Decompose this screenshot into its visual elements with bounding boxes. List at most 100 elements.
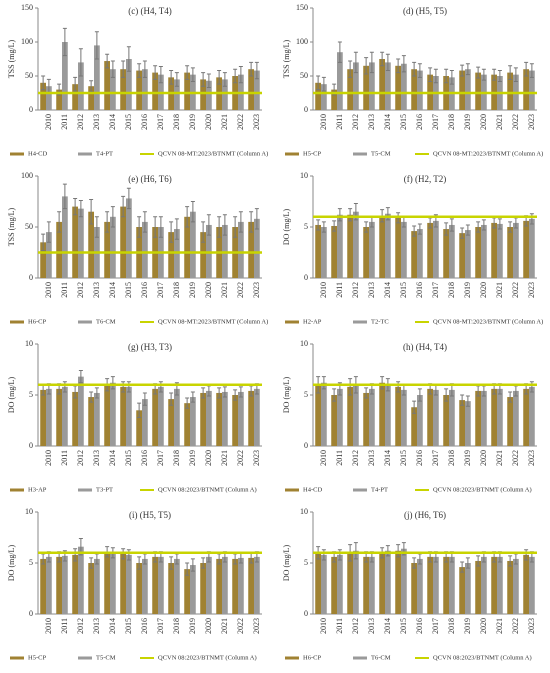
- bar: [465, 563, 471, 614]
- x-tick-label: 2016: [415, 450, 424, 466]
- y-axis-label: DO (mg/L): [282, 377, 291, 414]
- error-bar: [417, 388, 422, 402]
- bar: [232, 395, 238, 446]
- x-tick-label: 2011: [60, 450, 69, 466]
- x-tick-label: 2022: [511, 618, 520, 634]
- bar: [443, 395, 449, 446]
- bar: [401, 63, 407, 110]
- error-bar: [222, 214, 227, 236]
- error-bar: [380, 51, 385, 67]
- error-bar: [78, 48, 83, 77]
- error-bar: [412, 225, 417, 237]
- x-tick-label: 2014: [383, 618, 392, 634]
- error-bar: [233, 216, 238, 238]
- error-bar: [105, 53, 110, 69]
- error-bar: [460, 394, 465, 406]
- error-bar: [412, 61, 417, 77]
- x-tick-label: 2015: [399, 450, 408, 466]
- bar: [136, 410, 142, 446]
- error-bar: [94, 216, 99, 238]
- x-tick-label: 2015: [124, 114, 133, 130]
- x-tick-label: 2018: [172, 618, 181, 634]
- y-tick-label: 50: [300, 71, 308, 80]
- bar: [433, 389, 439, 446]
- x-tick-label: 2014: [383, 282, 392, 298]
- x-tick-label: 2012: [351, 450, 360, 466]
- bar: [206, 390, 212, 446]
- bar: [459, 400, 465, 446]
- y-tick-label: 5: [29, 390, 33, 399]
- x-tick-label: 2020: [479, 618, 488, 634]
- x-tick-label: 2023: [252, 618, 261, 634]
- x-tick-label: 2016: [415, 282, 424, 298]
- error-bar: [57, 211, 62, 233]
- bar: [142, 69, 148, 110]
- legend-label: H4-CD: [28, 150, 47, 157]
- error-bar: [529, 381, 534, 393]
- y-axis-label: TSS (mg/L): [7, 207, 16, 246]
- x-tick-label: 2014: [383, 114, 392, 130]
- bar: [337, 388, 343, 446]
- x-tick-label: 2010: [44, 618, 53, 634]
- bar: [72, 391, 78, 446]
- legend-label: H3-AP: [28, 486, 47, 493]
- legend-label: QCVN 08-MT:2023/BTNMT (Column A): [433, 150, 543, 157]
- error-bar: [412, 557, 417, 569]
- error-bar: [513, 67, 518, 82]
- y-axis-label: DO (mg/L): [282, 209, 291, 246]
- bar: [78, 546, 84, 614]
- bar: [168, 399, 174, 446]
- bar: [40, 389, 46, 446]
- bar: [449, 224, 455, 278]
- error-bar: [190, 391, 195, 403]
- bar: [481, 224, 487, 278]
- x-tick-label: 2018: [172, 282, 181, 298]
- bar: [395, 550, 401, 614]
- chart-panel: 0 50 100 TSS (mg/L) (e) (H6, T6) 2010 2011 2012…: [7, 171, 268, 326]
- chart-panel: 0 5 10 DO (mg/L) (f) (H2, T2) 2010 2011 2012 201…: [282, 171, 543, 326]
- error-bar: [126, 46, 131, 72]
- y-axis-label: DO (mg/L): [282, 545, 291, 582]
- x-tick-label: 2017: [431, 618, 440, 634]
- bar: [331, 556, 337, 614]
- legend-label: QCVN 08:2023/BTNMT (Column A): [433, 486, 532, 493]
- x-tick-label: 2015: [399, 114, 408, 130]
- bar: [232, 558, 238, 614]
- chart-panel: 0 5 10 DO (mg/L) (i) (H5, T5) 2010 2011 2012 201…: [7, 507, 262, 661]
- x-tick-label: 2020: [204, 282, 213, 298]
- error-bar: [62, 381, 67, 393]
- error-bar: [217, 387, 222, 399]
- bar: [379, 215, 385, 278]
- x-tick-label: 2022: [511, 114, 520, 130]
- bar: [353, 550, 359, 614]
- bar: [56, 556, 62, 614]
- error-bar: [353, 51, 358, 74]
- error-bar: [105, 211, 110, 233]
- x-tick-label: 2022: [236, 114, 245, 130]
- error-bar: [337, 208, 342, 222]
- error-bar: [476, 66, 481, 79]
- legend-label: QCVN 08-MT:2023/BTNMT (Column A): [158, 150, 268, 157]
- bar: [513, 390, 519, 446]
- error-bar: [401, 55, 406, 73]
- error-bar: [364, 387, 369, 399]
- bar: [136, 563, 142, 614]
- bar: [238, 557, 244, 614]
- error-bar: [385, 53, 390, 72]
- y-tick-label: 0: [29, 273, 33, 282]
- chart-title: (d) (H5, T5): [403, 6, 447, 16]
- bar: [56, 388, 62, 446]
- bar: [315, 82, 321, 110]
- bar: [174, 79, 180, 110]
- error-bar: [337, 41, 342, 63]
- bar: [401, 221, 407, 278]
- error-bar: [142, 392, 147, 406]
- bar: [385, 384, 391, 446]
- bar: [200, 79, 206, 110]
- error-bar: [110, 206, 115, 228]
- bar: [136, 70, 142, 110]
- x-tick-label: 2014: [108, 618, 117, 634]
- bar: [363, 227, 369, 278]
- error-bar: [201, 221, 206, 243]
- bar: [174, 388, 180, 446]
